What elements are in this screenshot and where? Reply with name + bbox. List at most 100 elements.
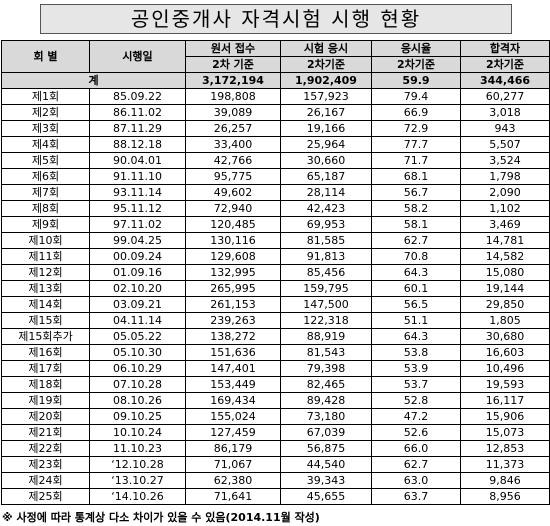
data-cell: 16,117 — [460, 392, 550, 409]
data-cell: 69,953 — [280, 216, 372, 233]
data-cell: 2,090 — [460, 184, 550, 201]
data-cell: 58.2 — [371, 200, 461, 217]
data-cell: 60.1 — [371, 280, 461, 297]
total-row: 계 3,172,194 1,902,409 59.9 344,466 — [1, 72, 550, 89]
data-cell: 39,089 — [185, 104, 281, 121]
data-cell: 93.11.14 — [89, 184, 186, 201]
data-cell: 47.2 — [371, 408, 461, 425]
data-cell: 122,318 — [280, 312, 372, 329]
data-cell: 51.1 — [371, 312, 461, 329]
data-cell: 62,380 — [185, 472, 281, 489]
total-cell: 1,902,409 — [280, 72, 372, 89]
data-cell: 09.10.25 — [89, 408, 186, 425]
data-cell: 04.11.14 — [89, 312, 186, 329]
data-cell: 87.11.29 — [89, 120, 186, 137]
data-cell: 91.11.10 — [89, 168, 186, 185]
data-cell: 89,428 — [280, 392, 372, 409]
data-row: 제15회추가 05.05.22 138,272 88,919 64.3 30,680 — [1, 328, 550, 345]
data-cell: 56,875 — [280, 440, 372, 457]
data-cell: 제10회 — [1, 232, 90, 249]
data-cell: 71,641 — [185, 488, 281, 505]
header-cell: 합격자 — [460, 40, 550, 57]
data-row: 제19회 08.10.26 169,434 89,428 52.8 16,117 — [1, 392, 550, 409]
data-row: 제20회 09.10.25 155,024 73,180 47.2 15,906 — [1, 408, 550, 425]
data-cell: 9,846 — [460, 472, 550, 489]
data-cell: 130,116 — [185, 232, 281, 249]
data-row: 제1회 85.09.22 198,808 157,923 79.4 60,277 — [1, 88, 550, 105]
data-cell: 265,995 — [185, 280, 281, 297]
data-cell: 151,636 — [185, 344, 281, 361]
data-cell: 49,602 — [185, 184, 281, 201]
data-cell: 05.10.30 — [89, 344, 186, 361]
data-cell: 943 — [460, 120, 550, 137]
title: 공인중개사 자격시험 시행 현황 — [40, 4, 512, 34]
data-cell: 95.11.12 — [89, 200, 186, 217]
data-cell: 60,277 — [460, 88, 550, 105]
data-cell: 제19회 — [1, 392, 90, 409]
data-cell: 120,485 — [185, 216, 281, 233]
data-row: 제9회 97.11.02 120,485 69,953 58.1 3,469 — [1, 216, 550, 233]
data-cell: 52.8 — [371, 392, 461, 409]
data-cell: 138,272 — [185, 328, 281, 345]
data-cell: 제1회 — [1, 88, 90, 105]
data-cell: 97.11.02 — [89, 216, 186, 233]
data-row: 제25회 ‘14.10.26 71,641 45,655 63.7 8,956 — [1, 488, 550, 505]
data-cell: 63.0 — [371, 472, 461, 489]
header-cell: 시험 응시 — [280, 40, 372, 57]
subheader-cell: 2차기준 — [460, 56, 550, 73]
table-body: 회 별 시행일 원서 접수 시험 응시 응시율 합격자 2차 기준 2차기준 2차기준 2차기준 계… — [1, 40, 550, 505]
data-cell: 00.09.24 — [89, 248, 186, 265]
table: 회 별 시행일 원서 접수 시험 응시 응시율 합격자 2차 기준 2차기준 2차기준 2차기준 계… — [1, 40, 550, 505]
data-cell: 07.10.28 — [89, 376, 186, 393]
data-row: 제21회 10.10.24 127,459 67,039 52.6 15,073 — [1, 424, 550, 441]
data-row: 제22회 11.10.23 86,179 56,875 66.0 12,853 — [1, 440, 550, 457]
data-cell: 11,373 — [460, 456, 550, 473]
data-cell: 70.8 — [371, 248, 461, 265]
data-cell: 127,459 — [185, 424, 281, 441]
data-cell: 제13회 — [1, 280, 90, 297]
total-cell: 계 — [1, 72, 186, 89]
data-row: 제3회 87.11.29 26,257 19,166 72.9 943 — [1, 120, 550, 137]
data-cell: 15,906 — [460, 408, 550, 425]
data-row: 제5회 90.04.01 42,766 30,660 71.7 3,524 — [1, 152, 550, 169]
data-cell: 56.7 — [371, 184, 461, 201]
data-cell: 79.4 — [371, 88, 461, 105]
data-row: 제6회 91.11.10 95,775 65,187 68.1 1,798 — [1, 168, 550, 185]
data-cell: 15,080 — [460, 264, 550, 281]
data-cell: 53.8 — [371, 344, 461, 361]
header-cell: 회 별 — [1, 40, 90, 73]
data-cell: 제18회 — [1, 376, 90, 393]
data-cell: 53.9 — [371, 360, 461, 377]
data-cell: 56.5 — [371, 296, 461, 313]
data-cell: 66.9 — [371, 104, 461, 121]
data-cell: 3,018 — [460, 104, 550, 121]
data-cell: 147,401 — [185, 360, 281, 377]
data-cell: 26,257 — [185, 120, 281, 137]
data-cell: 159,795 — [280, 280, 372, 297]
data-cell: 42,423 — [280, 200, 372, 217]
data-cell: 67,039 — [280, 424, 372, 441]
data-cell: 1,798 — [460, 168, 550, 185]
data-cell: 01.09.16 — [89, 264, 186, 281]
data-cell: 16,603 — [460, 344, 550, 361]
data-cell: 제15회추가 — [1, 328, 90, 345]
data-cell: 1,805 — [460, 312, 550, 329]
data-cell: 86.11.02 — [89, 104, 186, 121]
data-cell: 64.3 — [371, 264, 461, 281]
data-cell: 82,465 — [280, 376, 372, 393]
data-cell: 68.1 — [371, 168, 461, 185]
data-cell: 198,808 — [185, 88, 281, 105]
data-cell: 02.10.20 — [89, 280, 186, 297]
data-cell: 261,153 — [185, 296, 281, 313]
data-cell: ‘14.10.26 — [89, 488, 186, 505]
data-cell: 169,434 — [185, 392, 281, 409]
data-cell: 85.09.22 — [89, 88, 186, 105]
data-cell: 132,995 — [185, 264, 281, 281]
data-row: 제11회 00.09.24 129,608 91,813 70.8 14,582 — [1, 248, 550, 265]
data-cell: 1,102 — [460, 200, 550, 217]
data-row: 제13회 02.10.20 265,995 159,795 60.1 19,144 — [1, 280, 550, 297]
data-cell: 64.3 — [371, 328, 461, 345]
total-cell: 59.9 — [371, 72, 461, 89]
